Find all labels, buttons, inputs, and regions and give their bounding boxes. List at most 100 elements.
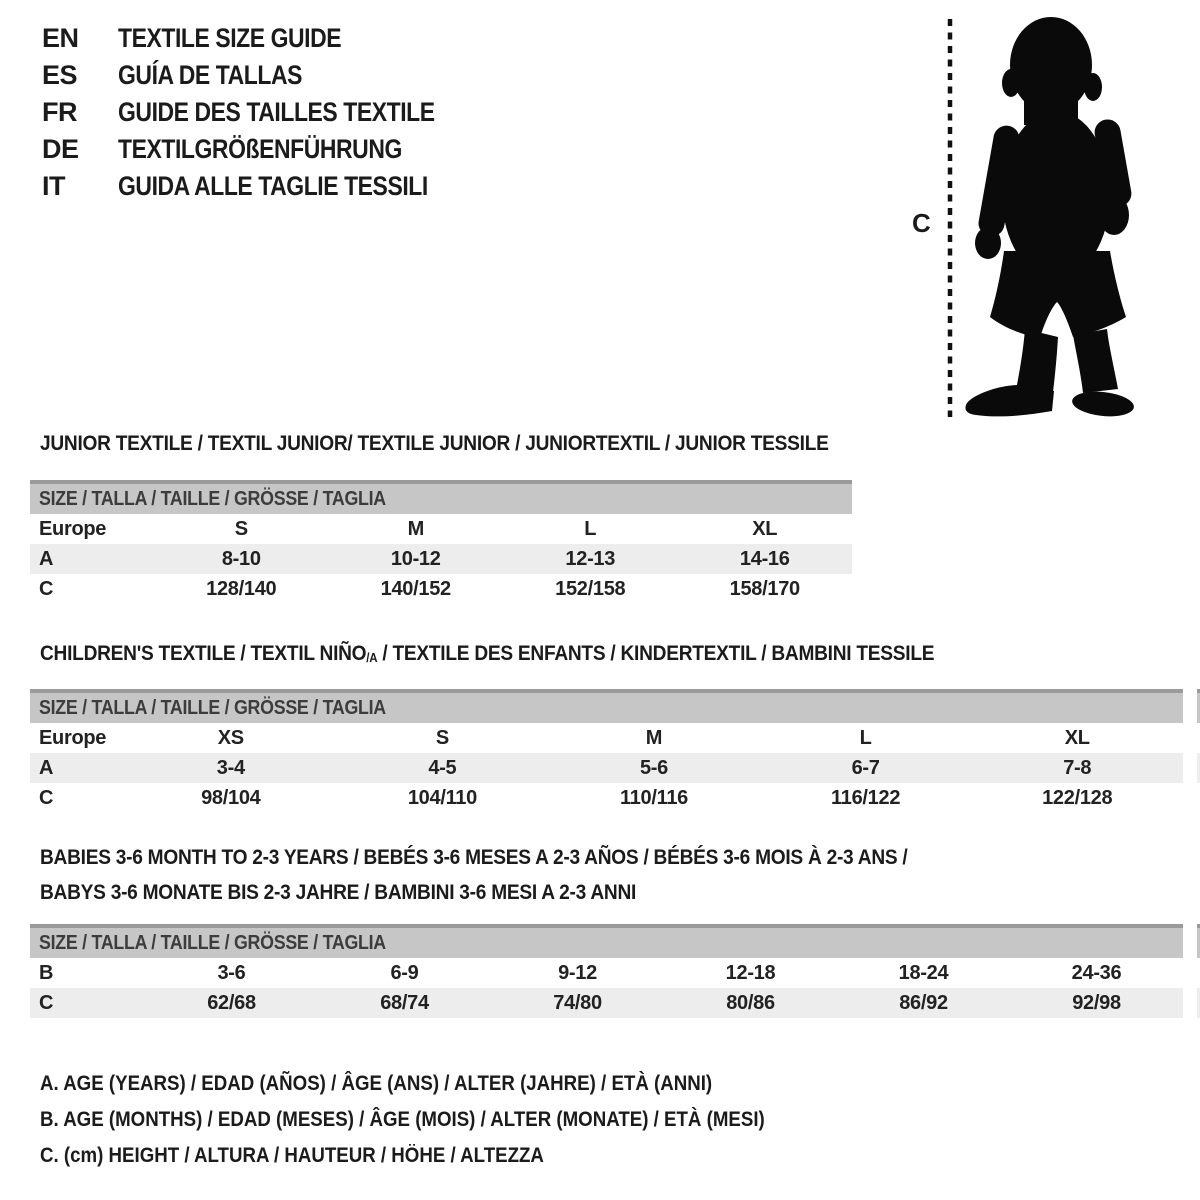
row-label: Europe	[39, 517, 107, 540]
table-cell: 3-4	[216, 756, 245, 779]
row-label: A	[39, 756, 54, 779]
table-row-age: A 3-4 4-5 5-6 6-7 7-8	[30, 753, 1183, 783]
table-cell: L	[859, 726, 872, 749]
table-cell: 122/128	[1042, 786, 1113, 809]
row-label: A	[39, 547, 54, 570]
table-cell: 140/152	[380, 577, 452, 600]
table-edge-sliver	[1197, 753, 1200, 783]
table-cell: S	[435, 726, 449, 749]
table-cell: 80/86	[726, 991, 775, 1014]
language-title: GUIDA ALLE TAGLIE TESSILI	[118, 171, 428, 201]
table-cell: M	[407, 517, 425, 540]
table-cell: 158/170	[729, 577, 801, 600]
size-table-junior: SIZE / TALLA / TAILLE / GRÖSSE / TAGLIA …	[30, 480, 852, 604]
size-table-header-text: SIZE / TALLA / TAILLE / GRÖSSE / TAGLIA	[39, 696, 386, 719]
table-cell: XS	[217, 726, 244, 749]
table-cell: 8-10	[221, 547, 261, 570]
language-title: TEXTILE SIZE GUIDE	[118, 23, 342, 53]
size-table-header: SIZE / TALLA / TAILLE / GRÖSSE / TAGLIA	[30, 689, 1183, 723]
table-edge-sliver	[1197, 988, 1200, 1018]
table-cell: 110/116	[619, 786, 688, 809]
size-table-header: SIZE / TALLA / TAILLE / GRÖSSE / TAGLIA	[30, 924, 1183, 958]
height-measure-label: C	[912, 208, 931, 238]
language-row: EN TEXTILE SIZE GUIDE	[42, 20, 491, 57]
table-cell: 10-12	[390, 547, 441, 570]
table-cell: 4-5	[428, 756, 457, 779]
language-row: ES GUÍA DE TALLAS	[42, 57, 491, 94]
table-cell: 104/110	[407, 786, 477, 809]
table-row-height: C 128/140 140/152 152/158 158/170	[30, 574, 852, 604]
language-title: GUÍA DE TALLAS	[118, 60, 303, 90]
table-cell: XL	[1064, 726, 1090, 749]
table-cell: M	[645, 726, 663, 749]
height-dashed-line	[947, 19, 953, 417]
table-cell: 6-9	[390, 961, 419, 984]
table-row-europe: Europe XS S M L XL	[30, 723, 1183, 753]
table-cell: 74/80	[553, 991, 602, 1014]
table-cell: 128/140	[206, 577, 277, 600]
section-title-text: CHILDREN'S TEXTILE / TEXTIL NIÑO/A / TEX…	[40, 641, 935, 665]
row-label: C	[39, 786, 54, 809]
table-cell: 92/98	[1072, 991, 1121, 1014]
size-table-children: SIZE / TALLA / TAILLE / GRÖSSE / TAGLIA …	[30, 689, 1183, 813]
language-code: ES	[42, 60, 78, 90]
table-cell: 24-36	[1071, 961, 1122, 984]
section-title-line1: BABIES 3-6 MONTH TO 2-3 YEARS / BEBÉS 3-…	[40, 845, 908, 869]
row-label: Europe	[39, 726, 107, 749]
size-table-header-text: SIZE / TALLA / TAILLE / GRÖSSE / TAGLIA	[39, 931, 386, 954]
size-table-babies: SIZE / TALLA / TAILLE / GRÖSSE / TAGLIA …	[30, 924, 1183, 1018]
table-cell: 86/92	[899, 991, 948, 1014]
table-edge-sliver	[1197, 924, 1200, 958]
table-row-height: C 62/68 68/74 74/80 80/86 86/92 92/98	[30, 988, 1183, 1018]
row-label: B	[39, 961, 54, 984]
table-cell: 7-8	[1063, 756, 1092, 779]
language-title: TEXTILGRÖßENFÜHRUNG	[118, 134, 402, 164]
table-cell: S	[234, 517, 248, 540]
table-cell: 98/104	[201, 786, 261, 809]
table-cell: 12-13	[565, 547, 616, 570]
table-cell: XL	[752, 517, 778, 540]
table-cell: L	[584, 517, 597, 540]
section-title-junior: JUNIOR TEXTILE / TEXTIL JUNIOR/ TEXTILE …	[40, 431, 926, 456]
language-title: GUIDE DES TAILLES TEXTILE	[118, 97, 435, 127]
language-title-block: EN TEXTILE SIZE GUIDE ES GUÍA DE TALLAS …	[42, 20, 491, 205]
section-title-line2: BABYS 3-6 MONATE BIS 2-3 JAHRE / BAMBINI…	[40, 880, 637, 904]
language-code: FR	[42, 97, 78, 127]
section-title-children: CHILDREN'S TEXTILE / TEXTIL NIÑO/A / TEX…	[40, 641, 1045, 666]
table-cell: 9-12	[558, 961, 597, 984]
table-row-age: A 8-10 10-12 12-13 14-16	[30, 544, 852, 574]
table-cell: 68/74	[380, 991, 429, 1014]
row-label: C	[39, 991, 54, 1014]
baby-head	[1010, 17, 1092, 113]
language-code: IT	[42, 171, 66, 201]
table-row-months: B 3-6 6-9 9-12 12-18 18-24 24-36	[30, 958, 1183, 988]
legend-line-a: A. AGE (YEARS) / EDAD (AÑOS) / ÂGE (ANS)…	[40, 1066, 854, 1102]
section-title-text: JUNIOR TEXTILE / TEXTIL JUNIOR/ TEXTILE …	[40, 431, 829, 455]
section-title-babies: BABIES 3-6 MONTH TO 2-3 YEARS / BEBÉS 3-…	[40, 840, 1015, 910]
table-cell: 12-18	[725, 961, 776, 984]
table-edge-sliver	[1197, 689, 1200, 723]
table-row-height: C 98/104 104/110 110/116 116/122 122/128	[30, 783, 1183, 813]
table-cell: 14-16	[739, 547, 790, 570]
size-table-header: SIZE / TALLA / TAILLE / GRÖSSE / TAGLIA	[30, 480, 852, 514]
language-row: DE TEXTILGRÖßENFÜHRUNG	[42, 131, 491, 168]
table-cell: 62/68	[207, 991, 256, 1014]
table-row-europe: Europe S M L XL	[30, 514, 852, 544]
table-cell: 18-24	[898, 961, 949, 984]
legend-text: B. AGE (MONTHS) / EDAD (MESES) / ÂGE (MO…	[40, 1108, 765, 1131]
legend-text: C. (cm) HEIGHT / ALTURA / HAUTEUR / HÖHE…	[40, 1144, 544, 1167]
baby-silhouette	[965, 17, 1134, 417]
row-label: C	[39, 577, 54, 600]
legend-line-b: B. AGE (MONTHS) / EDAD (MESES) / ÂGE (MO…	[40, 1102, 854, 1138]
legend-block: A. AGE (YEARS) / EDAD (AÑOS) / ÂGE (ANS)…	[40, 1066, 854, 1174]
size-table-header-text: SIZE / TALLA / TAILLE / GRÖSSE / TAGLIA	[39, 487, 386, 510]
language-code: DE	[42, 134, 79, 164]
table-cell: 3-6	[217, 961, 246, 984]
table-cell: 6-7	[851, 756, 880, 779]
table-cell: 152/158	[555, 577, 626, 600]
table-cell: 5-6	[639, 756, 668, 779]
language-row: IT GUIDA ALLE TAGLIE TESSILI	[42, 168, 491, 205]
legend-text: A. AGE (YEARS) / EDAD (AÑOS) / ÂGE (ANS)…	[40, 1072, 713, 1095]
language-code: EN	[42, 23, 79, 53]
language-row: FR GUIDE DES TAILLES TEXTILE	[42, 94, 491, 131]
